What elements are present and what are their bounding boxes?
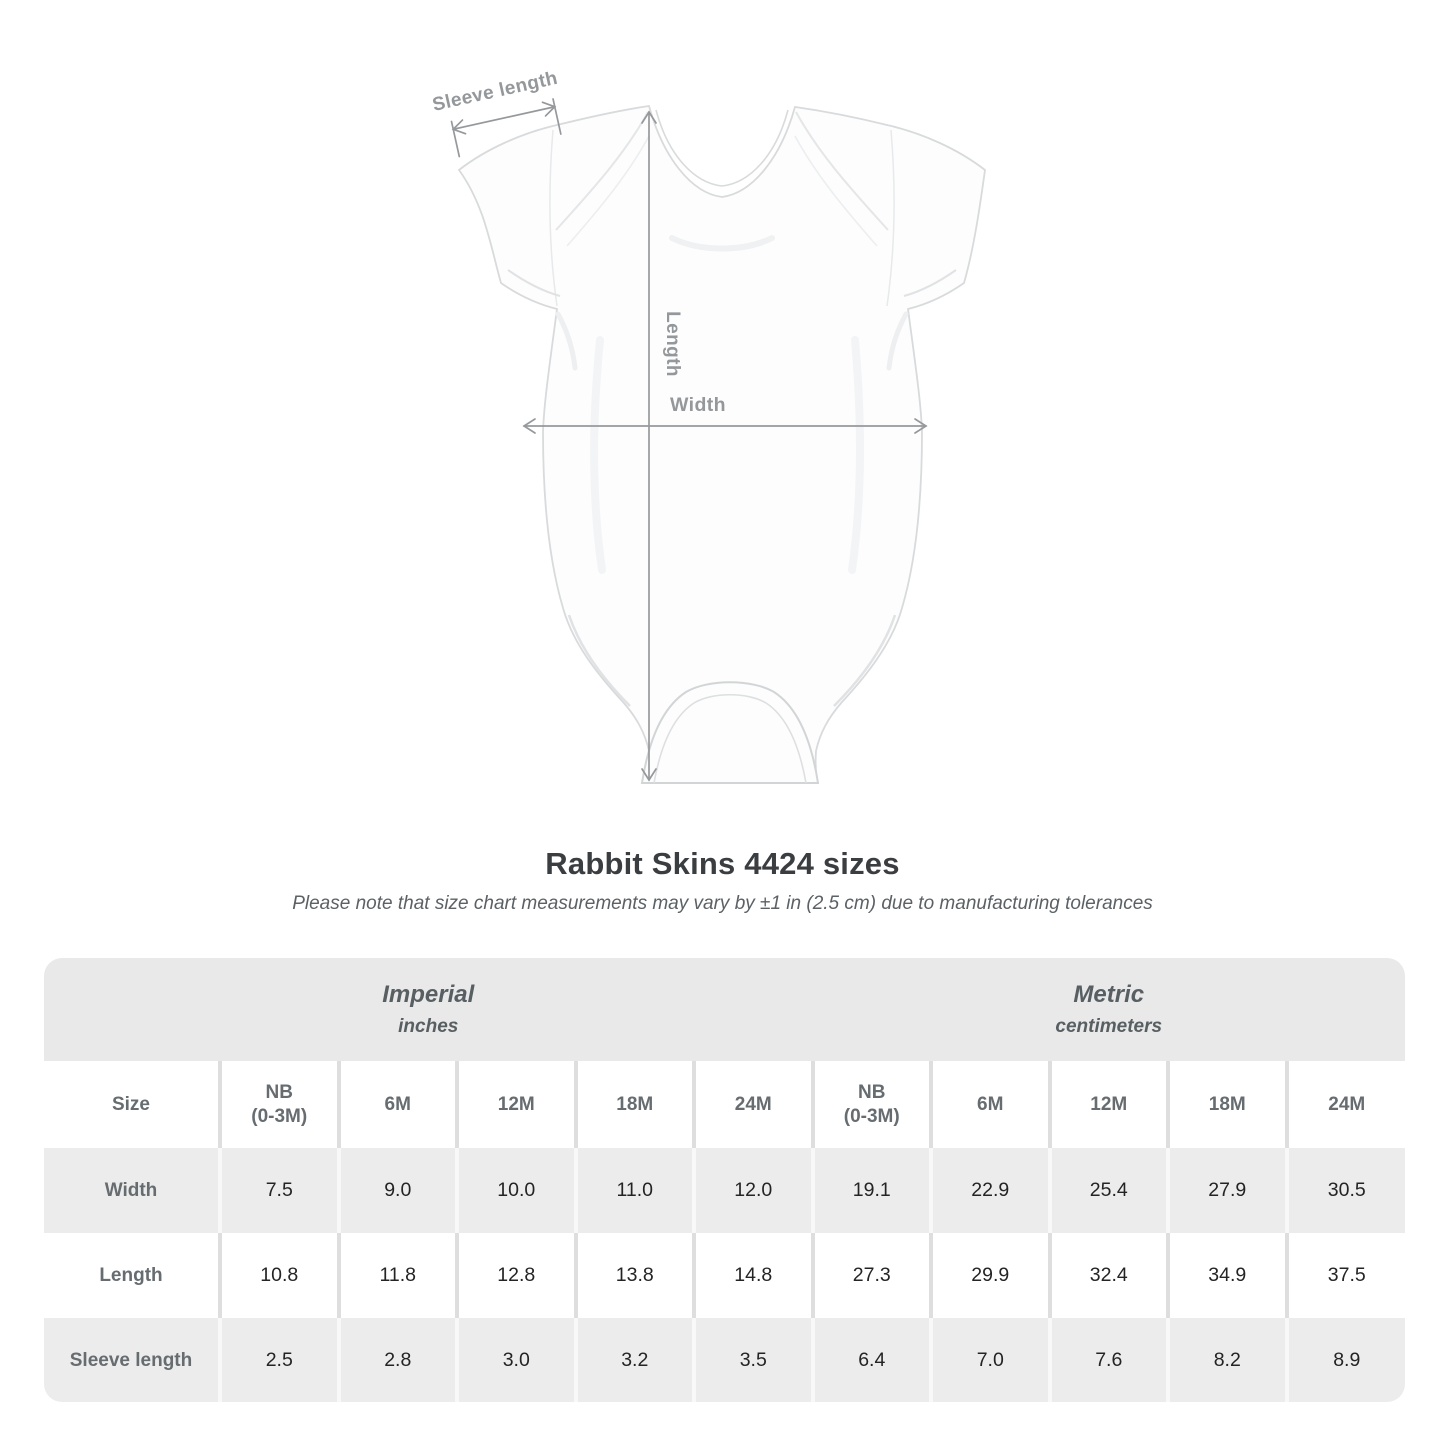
bodysuit-svg: Sleeve length Length Width [431, 68, 986, 784]
table-cell: 11.0 [573, 1148, 694, 1233]
table-cell: 9.0 [336, 1148, 457, 1233]
column-header: NB (0-3M) [218, 1061, 339, 1148]
metric-section-header: Metric centimeters [812, 958, 1405, 1061]
table-cell: 3.2 [573, 1318, 694, 1402]
table-cell: 27.9 [1166, 1148, 1287, 1233]
size-header-row: Size NB (0-3M) 6M 12M 18M 24M NB (0-3M) … [44, 1061, 1405, 1148]
table-cell: 10.8 [218, 1233, 339, 1318]
table-cell: 27.3 [810, 1233, 931, 1318]
table-cell: 7.5 [218, 1148, 339, 1233]
column-header: 12M [1047, 1061, 1168, 1148]
imperial-section-header: Imperial inches [44, 958, 813, 1061]
tolerance-note: Please note that size chart measurements… [292, 893, 1153, 914]
table-cell: 3.0 [455, 1318, 576, 1402]
table-row-sleeve-length: Sleeve length 2.5 2.8 3.0 3.2 3.5 6.4 7.… [44, 1318, 1405, 1402]
table-cell: 10.0 [455, 1148, 576, 1233]
length-annotation-label: Length [662, 311, 683, 377]
table-cell: 12.0 [692, 1148, 813, 1233]
row-label: Sleeve length [69, 1349, 193, 1371]
table-row-width: Width 7.5 9.0 10.0 11.0 12.0 19.1 22.9 2… [44, 1148, 1405, 1233]
column-header: 24M [1284, 1061, 1405, 1148]
bodysuit-figure: Sleeve length Length Width [370, 40, 1070, 830]
metric-unit: centimeters [1055, 1016, 1163, 1037]
column-header: 12M [455, 1061, 576, 1148]
table-cell: 22.9 [929, 1148, 1050, 1233]
size-table-container: Imperial inches Metric centimeters Size … [44, 958, 1405, 1402]
table-cell: 12.8 [455, 1233, 576, 1318]
table-cell: 3.5 [692, 1318, 813, 1402]
row-label: Length [99, 1264, 163, 1286]
table-cell: 13.8 [573, 1233, 694, 1318]
table-cell: 2.8 [336, 1318, 457, 1402]
table-cell: 34.9 [1166, 1233, 1287, 1318]
length-arrow: Length [641, 110, 683, 782]
table-row-length: Length 10.8 11.8 12.8 13.8 14.8 27.3 29.… [44, 1233, 1405, 1318]
heading-block: Rabbit Skins 4424 sizes Please note that… [0, 846, 1445, 915]
bodysuit-graphic [457, 104, 986, 784]
size-table: Imperial inches Metric centimeters Size … [44, 958, 1405, 1402]
column-header: 6M [929, 1061, 1050, 1148]
width-arrow: Width [522, 394, 928, 434]
table-cell: 8.9 [1284, 1318, 1405, 1402]
table-cell: 14.8 [692, 1233, 813, 1318]
table-cell: 7.0 [929, 1318, 1050, 1402]
table-cell: 2.5 [218, 1318, 339, 1402]
metric-title: Metric [1073, 981, 1145, 1008]
table-cell: 37.5 [1284, 1233, 1405, 1318]
table-cell: 32.4 [1047, 1233, 1168, 1318]
table-cell: 7.6 [1047, 1318, 1168, 1402]
width-annotation-label: Width [670, 394, 726, 416]
table-cell: 19.1 [810, 1148, 931, 1233]
sleeve-length-annotation-label: Sleeve length [431, 68, 560, 116]
table-cell: 25.4 [1047, 1148, 1168, 1233]
corner-header: Size [111, 1093, 151, 1115]
page-title: Rabbit Skins 4424 sizes [545, 846, 900, 881]
column-header: 18M [573, 1061, 694, 1148]
table-cell: 8.2 [1166, 1318, 1287, 1402]
column-header: 18M [1166, 1061, 1287, 1148]
table-cell: 30.5 [1284, 1148, 1405, 1233]
table-cell: 11.8 [336, 1233, 457, 1318]
table-cell: 6.4 [810, 1318, 931, 1402]
unit-header-row: Imperial inches Metric centimeters [44, 958, 1405, 1061]
column-header: 6M [336, 1061, 457, 1148]
row-label: Width [104, 1179, 158, 1201]
column-header: NB (0-3M) [810, 1061, 931, 1148]
table-cell: 29.9 [929, 1233, 1050, 1318]
column-header: 24M [692, 1061, 813, 1148]
imperial-unit: inches [398, 1016, 459, 1037]
imperial-title: Imperial [382, 981, 475, 1008]
